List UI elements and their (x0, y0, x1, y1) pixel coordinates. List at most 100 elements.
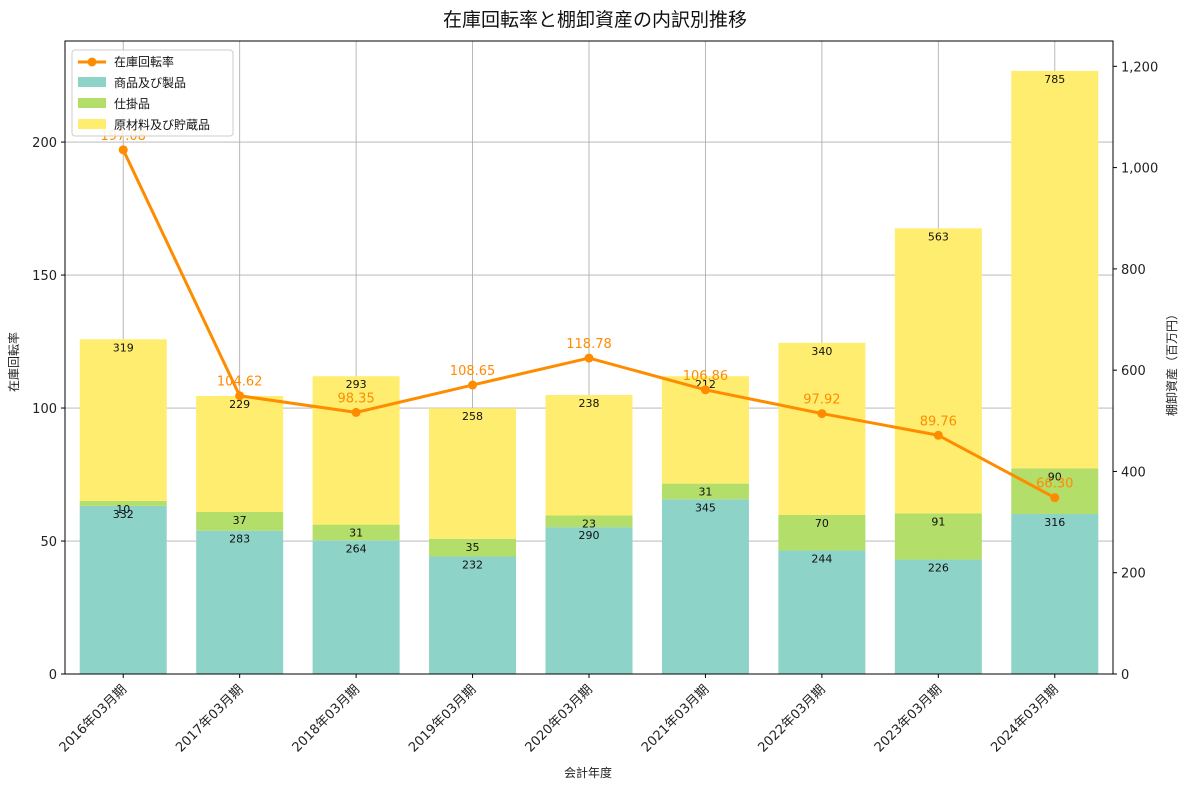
turnover-point (235, 391, 245, 401)
y-right-tick-label: 400 (1121, 465, 1146, 480)
turnover-value-label: 106.86 (683, 369, 729, 384)
y-right-tick-label: 200 (1121, 567, 1146, 582)
bar-segment-products (545, 527, 633, 674)
legend-label: 在庫回転率 (114, 54, 174, 69)
legend-label: 原材料及び貯蔵品 (114, 118, 210, 132)
y-left-tick-label: 0 (49, 668, 57, 683)
turnover-point (817, 409, 827, 419)
bar-segment-wip (1011, 468, 1099, 514)
y-axis-left-label: 在庫回転率 (6, 332, 21, 392)
bar-segment-products (79, 505, 167, 674)
bar-segment-materials (312, 376, 400, 525)
turnover-point (1050, 493, 1060, 503)
y-left-tick-label: 50 (40, 535, 57, 550)
turnover-value-label: 98.35 (338, 391, 375, 406)
bar-value-label: 290 (579, 529, 600, 542)
legend-box (71, 49, 234, 137)
legend-line-marker (87, 57, 97, 67)
x-tick-label: 2018年03月期 (290, 682, 363, 755)
bar-value-label: 316 (1044, 516, 1065, 529)
y-left-tick-label: 150 (32, 269, 57, 284)
bar-value-label: 31 (698, 486, 712, 499)
turnover-value-label: 89.76 (920, 414, 957, 429)
y-right-tick-label: 0 (1121, 668, 1129, 683)
turnover-value-label: 66.30 (1036, 477, 1073, 492)
y-axis-right-label: 棚卸資産（百万円） (1164, 308, 1179, 416)
bar-value-label: 563 (928, 230, 949, 243)
turnover-point (351, 407, 361, 417)
bar-value-label: 785 (1044, 73, 1065, 86)
chart-title: 在庫回転率と棚卸資産の内訳別推移 (443, 9, 747, 31)
y-right-tick-label: 1,000 (1121, 162, 1158, 177)
legend-label: 商品及び製品 (114, 75, 186, 90)
bar-segment-wip (894, 513, 982, 560)
x-tick-label: 2022年03月期 (755, 682, 828, 755)
bar-value-label: 23 (582, 517, 596, 530)
legend-swatch (78, 77, 106, 87)
turnover-point (468, 380, 478, 390)
bar-segment-materials (894, 228, 982, 514)
turnover-point (118, 145, 128, 155)
bar-segment-wip (545, 515, 633, 528)
bar-segment-materials (778, 342, 866, 515)
turnover-value-label: 97.92 (803, 393, 840, 408)
x-axis-label: 会計年度 (564, 765, 612, 780)
bar-value-label: 10 (116, 503, 130, 516)
bar-value-label: 238 (579, 397, 600, 410)
bar-segment-wip (429, 538, 517, 557)
bar-segment-products (778, 550, 866, 674)
bar-value-label: 226 (928, 562, 949, 575)
x-tick-label: 2020年03月期 (523, 682, 596, 755)
x-tick-label: 2024年03月期 (988, 682, 1061, 755)
turnover-value-label: 118.78 (566, 337, 612, 352)
y-left-tick-label: 200 (32, 136, 57, 151)
turnover-value-label: 108.65 (450, 364, 496, 379)
bar-value-label: 258 (462, 410, 483, 423)
x-tick-label: 2021年03月期 (639, 682, 712, 755)
bar-segment-wip (79, 500, 167, 506)
y-right-tick-label: 800 (1121, 263, 1146, 278)
bar-segment-products (1011, 513, 1099, 674)
bar-segment-products (894, 559, 982, 674)
bar-value-label: 37 (233, 514, 247, 527)
x-tick-label: 2016年03月期 (57, 682, 130, 755)
bar-value-label: 90 (1048, 470, 1062, 483)
bar-segment-materials (429, 408, 517, 539)
bar-segment-wip (778, 514, 866, 551)
bar-value-label: 293 (346, 378, 367, 391)
bar-segment-products (312, 540, 400, 674)
y-left-tick-label: 100 (32, 402, 57, 417)
x-tick-label: 2023年03月期 (872, 682, 945, 755)
y-right-tick-label: 600 (1121, 364, 1146, 379)
bar-value-label: 31 (349, 527, 363, 540)
bar-segment-products (196, 530, 284, 674)
x-tick-label: 2019年03月期 (406, 682, 479, 755)
bar-value-label: 345 (695, 501, 716, 514)
bar-value-label: 35 (466, 541, 480, 554)
turnover-point (700, 385, 710, 395)
bar-segment-products (429, 556, 517, 674)
turnover-point (584, 353, 594, 363)
turnover-point (933, 430, 943, 440)
bar-segment-wip (661, 483, 749, 500)
bar-value-label: 332 (113, 508, 134, 521)
bar-segment-materials (545, 394, 633, 516)
bar-value-label: 264 (346, 542, 367, 555)
bar-value-label: 244 (811, 552, 832, 565)
bar-value-label: 91 (931, 515, 945, 528)
bar-value-label: 340 (811, 345, 832, 358)
bar-segment-materials (196, 395, 284, 512)
legend-swatch (78, 119, 106, 129)
bar-segment-materials (79, 339, 167, 501)
bar-segment-materials (1011, 70, 1099, 469)
bar-value-label: 232 (462, 559, 483, 572)
bar-value-label: 283 (229, 533, 250, 546)
y-right-tick-label: 1,200 (1121, 60, 1158, 75)
x-tick-label: 2017年03月期 (173, 682, 246, 755)
bar-segment-products (661, 499, 749, 674)
legend-swatch (78, 98, 106, 108)
legend-label: 仕掛品 (114, 96, 150, 111)
bar-value-label: 70 (815, 517, 829, 530)
